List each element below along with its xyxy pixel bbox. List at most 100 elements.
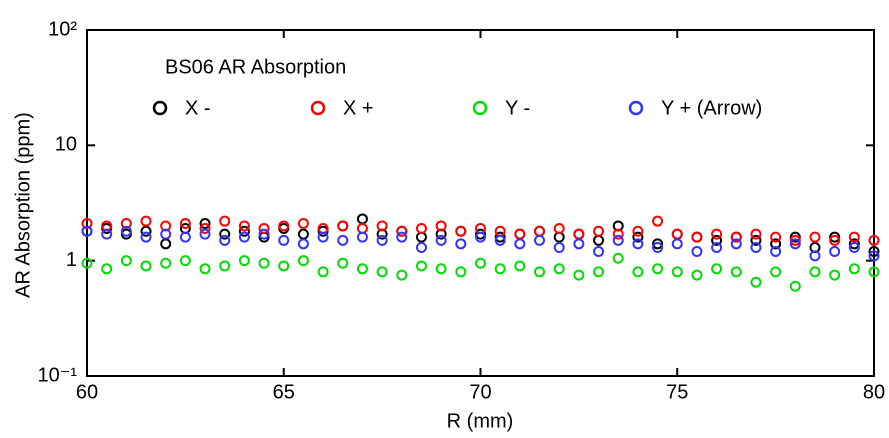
x-tick-label: 60 [76, 381, 98, 403]
point [691, 231, 703, 243]
point [396, 269, 408, 281]
point [435, 263, 447, 275]
point [534, 225, 546, 237]
point [612, 234, 624, 246]
legend-marker [152, 100, 168, 116]
point [829, 234, 841, 246]
point [120, 218, 132, 230]
point [632, 225, 644, 237]
point [415, 260, 427, 272]
point [652, 242, 664, 254]
point [101, 228, 113, 240]
point [179, 218, 191, 230]
point [81, 218, 93, 230]
point [632, 266, 644, 278]
legend-label: Y - [505, 97, 530, 119]
point [337, 234, 349, 246]
point [317, 231, 329, 243]
point [553, 242, 565, 254]
point [455, 225, 467, 237]
point [848, 263, 860, 275]
point [238, 225, 250, 237]
legend-label: X + [343, 97, 374, 119]
point [868, 246, 880, 258]
point [278, 234, 290, 246]
point [297, 228, 309, 240]
point [514, 260, 526, 272]
point [140, 231, 152, 243]
point [829, 231, 841, 243]
point [101, 263, 113, 275]
legend-marker [628, 100, 644, 116]
point [671, 238, 683, 250]
point [415, 223, 427, 235]
point [140, 215, 152, 227]
point [750, 276, 762, 288]
point [809, 266, 821, 278]
point [317, 266, 329, 278]
point [730, 231, 742, 243]
point [848, 238, 860, 250]
point [534, 266, 546, 278]
legend-label: X - [185, 97, 211, 119]
point [140, 225, 152, 237]
point [494, 263, 506, 275]
y-tick-label: 10² [48, 18, 77, 40]
point [612, 228, 624, 240]
point [868, 234, 880, 246]
point [750, 234, 762, 246]
point [652, 238, 664, 250]
point [415, 242, 427, 254]
x-axis-label: R (mm) [447, 410, 514, 432]
point [219, 260, 231, 272]
point [829, 269, 841, 281]
point [179, 255, 191, 267]
point [593, 246, 605, 258]
point [593, 266, 605, 278]
point [671, 228, 683, 240]
point [770, 238, 782, 250]
point [514, 238, 526, 250]
point [750, 242, 762, 254]
legend-label: Y + (Arrow) [661, 97, 762, 119]
point [652, 263, 664, 275]
point [829, 246, 841, 258]
legend-marker [472, 100, 488, 116]
point [435, 234, 447, 246]
point [494, 231, 506, 243]
point [199, 228, 211, 240]
chart-title: BS06 AR Absorption [165, 56, 346, 78]
point [632, 231, 644, 243]
point [789, 231, 801, 243]
point [475, 231, 486, 243]
point [356, 263, 368, 275]
point [396, 225, 408, 237]
point [435, 220, 447, 232]
point [789, 238, 801, 250]
point [514, 228, 526, 240]
point [573, 238, 585, 250]
point [356, 231, 368, 243]
point [199, 218, 211, 230]
point [258, 257, 270, 269]
point [160, 238, 172, 250]
point [120, 225, 132, 237]
point [455, 238, 467, 250]
point [730, 266, 742, 278]
point [219, 228, 231, 240]
point [81, 225, 93, 237]
point [376, 220, 388, 232]
point [691, 269, 703, 281]
point [238, 220, 250, 232]
point [848, 231, 860, 243]
point [278, 220, 290, 232]
plot-frame [86, 29, 875, 377]
point [553, 223, 565, 235]
point [160, 257, 172, 269]
x-tick-label: 70 [469, 381, 491, 403]
point [711, 263, 723, 275]
point [868, 266, 880, 278]
point [140, 260, 152, 272]
point [789, 280, 801, 292]
